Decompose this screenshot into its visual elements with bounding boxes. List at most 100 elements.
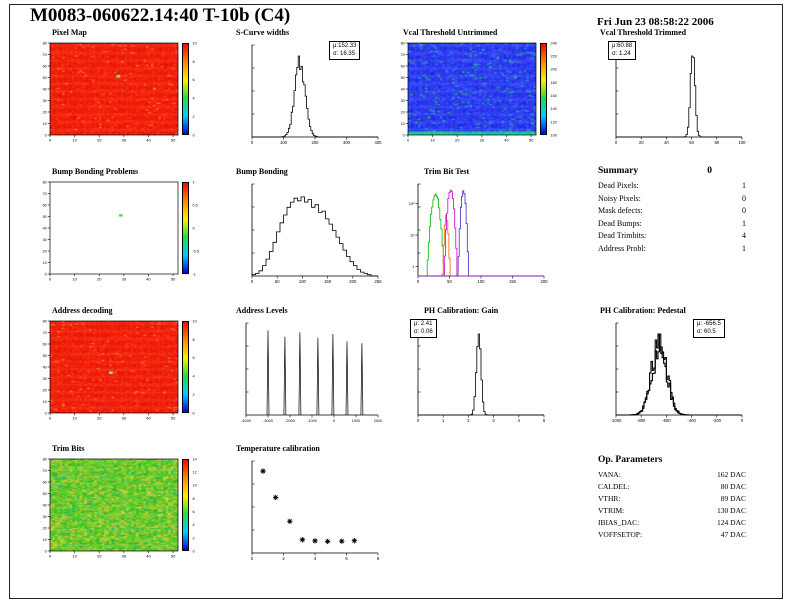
temp-cal-chart: 0 2 4 6 8 <box>251 460 380 561</box>
svg-text:80: 80 <box>714 140 719 145</box>
svg-text:0: 0 <box>49 277 52 282</box>
svg-text:10: 10 <box>72 138 77 143</box>
summary-row: Dead Pixels: 1 <box>598 180 746 193</box>
data-point-marker <box>324 538 331 545</box>
svg-text:80: 80 <box>43 180 47 184</box>
summary-value: 0 <box>742 206 746 215</box>
summary-rows: Dead Pixels: 1 Noisy Pixels: 0 Mask defects:… <box>598 180 746 255</box>
svg-text:20: 20 <box>97 416 102 421</box>
summary-row: Dead Bumps: 1 <box>598 218 746 231</box>
scurve-widths-chart: 0 100 200 300 400 <box>251 44 382 145</box>
svg-text:2: 2 <box>193 536 195 540</box>
svg-text:-0.5: -0.5 <box>193 249 200 253</box>
svg-text:50: 50 <box>43 215 47 219</box>
svg-text:-1000: -1000 <box>611 418 622 423</box>
vcal-untrimmed-panel: Vcal Threshold Untrimmed 0 10 20 30 40 50 0 10 20… <box>398 28 568 160</box>
summary-value: 0 <box>742 193 746 203</box>
bump-problems-colorbar <box>182 182 189 274</box>
svg-text:0: 0 <box>417 279 420 284</box>
svg-text:20: 20 <box>43 110 47 114</box>
svg-text:10: 10 <box>410 233 415 238</box>
data-point-marker <box>351 537 358 544</box>
address-decoding-title: Address decoding <box>52 306 113 315</box>
svg-text:2: 2 <box>467 418 470 423</box>
svg-text:3: 3 <box>492 418 495 423</box>
svg-text:50: 50 <box>171 554 176 559</box>
svg-text:5: 5 <box>543 418 546 423</box>
histogram-curve <box>251 196 378 277</box>
summary-row: Mask defects: 0 <box>598 205 746 218</box>
stat-mean: μ:60.88 <box>612 43 633 49</box>
bump-bonding-panel: Bump Bonding 0 50 100 150 200 250 <box>232 167 390 299</box>
trimbit-test-chart: 0 50 100 150 200 1 10 10² <box>409 183 549 284</box>
svg-text:2: 2 <box>193 393 195 397</box>
svg-text:8: 8 <box>193 60 195 64</box>
data-point-marker <box>312 538 318 544</box>
bump-bonding-chart: 0 50 100 150 200 250 <box>251 183 383 284</box>
svg-text:50: 50 <box>171 416 176 421</box>
svg-text:100: 100 <box>280 140 288 145</box>
level-spike <box>345 341 349 416</box>
svg-text:140: 140 <box>551 107 557 111</box>
svg-text:250: 250 <box>375 279 383 284</box>
svg-text:200: 200 <box>541 279 549 284</box>
level-spike <box>316 337 320 416</box>
svg-text:0: 0 <box>193 549 195 553</box>
svg-text:70: 70 <box>43 469 47 473</box>
address-decoding-chart: 0 10 20 30 40 50 0 10 20 30 40 50 60 70 80 0 2 4 6 8 10 <box>43 319 197 421</box>
svg-text:40: 40 <box>146 277 151 282</box>
ph-gain-panel: PH Calibration: Gain 0 1 2 3 4 5 μ: 2.41 σ: 0.06 <box>398 306 556 438</box>
ph-gain-title: PH Calibration: Gain <box>424 306 499 315</box>
svg-text:0: 0 <box>45 411 47 415</box>
svg-text:60: 60 <box>689 140 694 145</box>
svg-text:10: 10 <box>43 122 47 126</box>
address-decoding-cells <box>50 321 178 413</box>
summary-row: Address Probl: 1 <box>598 243 746 256</box>
svg-text:0: 0 <box>251 279 254 284</box>
scurve-widths-title: S-Curve widths <box>236 28 290 37</box>
level-spike <box>283 336 287 416</box>
trim-bits-panel: Trim Bits 0 10 20 30 40 50 0 10 20 30 40 50 60 70 80 0 2 4… <box>40 444 210 576</box>
svg-text:10: 10 <box>72 416 77 421</box>
bump-problems-chart: 0 10 20 30 40 50 0 10 20 30 40 50 60 70 80 -1 -0.5 0 0.5 1 <box>43 180 200 282</box>
svg-text:70: 70 <box>401 53 405 57</box>
svg-text:10: 10 <box>193 41 197 45</box>
vcal-untrimmed-title: Vcal Threshold Untrimmed <box>403 28 498 37</box>
svg-text:4: 4 <box>193 97 195 101</box>
address-levels-panel: Address Levels -4000 -3000 -2000 -1000 0 1000 2… <box>232 306 390 438</box>
svg-text:50: 50 <box>171 138 176 143</box>
svg-text:40: 40 <box>146 138 151 143</box>
level-spike <box>360 343 364 416</box>
svg-text:10: 10 <box>430 138 435 143</box>
op-parameter-label: VOFFSETOP: <box>598 530 643 539</box>
svg-text:200: 200 <box>349 279 357 284</box>
svg-text:-400: -400 <box>687 418 696 423</box>
scurve-widths-panel: S-Curve widths 0 100 200 300 400 μ:152.33 σ: 16… <box>232 28 390 160</box>
svg-text:40: 40 <box>146 554 151 559</box>
op-parameter-label: VANA: <box>598 470 621 479</box>
svg-text:4: 4 <box>518 418 521 423</box>
svg-text:80: 80 <box>43 457 47 461</box>
stat-mean: μ:152.33 <box>333 43 357 49</box>
svg-text:30: 30 <box>43 99 47 103</box>
svg-text:0: 0 <box>407 138 410 143</box>
pixel-map-chart: 0 10 20 30 40 50 0 10 20 30 40 50 60 70 80 0 2 4 6 8 10 <box>43 41 197 143</box>
temp-cal-panel: Temperature calibration 0 2 4 6 8 <box>232 444 390 576</box>
vcal-untrimmed-cells <box>408 43 536 135</box>
svg-text:2: 2 <box>193 115 195 119</box>
svg-text:200: 200 <box>551 68 557 72</box>
data-point-marker <box>260 468 266 474</box>
svg-text:60: 60 <box>43 203 47 207</box>
svg-text:4: 4 <box>314 556 317 561</box>
svg-text:20: 20 <box>455 138 460 143</box>
trim-bits-cells <box>50 459 178 551</box>
svg-text:100: 100 <box>478 279 486 284</box>
svg-text:0: 0 <box>45 272 47 276</box>
data-point-marker <box>272 494 279 501</box>
ph-pedestal-chart: -1000 -800 -600 -400 -200 0 <box>611 322 744 423</box>
trimbit-series <box>418 193 544 277</box>
bump-problems-title: Bump Bonding Problems <box>52 167 139 176</box>
ph-pedestal-title: PH Calibration: Pedestal <box>600 306 686 315</box>
stat-sigma: σ: 1.24 <box>612 50 631 57</box>
svg-text:150: 150 <box>324 279 332 284</box>
